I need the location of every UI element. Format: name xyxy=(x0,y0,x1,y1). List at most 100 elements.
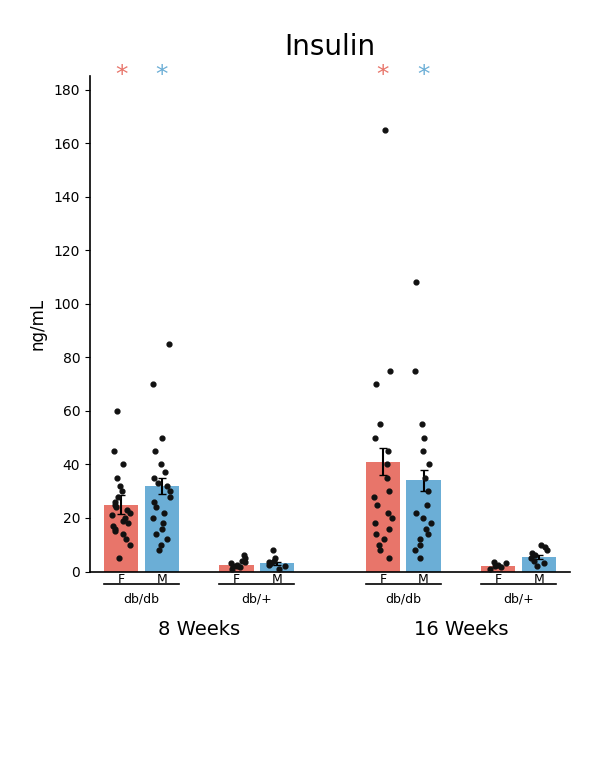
Point xyxy=(125,507,135,519)
Point xyxy=(539,557,548,569)
Text: M: M xyxy=(272,573,283,586)
Point xyxy=(112,472,122,484)
Text: *: * xyxy=(418,63,430,87)
Point xyxy=(148,512,158,524)
Text: F: F xyxy=(118,573,125,586)
Point xyxy=(153,477,163,489)
Point xyxy=(113,491,122,503)
Point xyxy=(266,557,276,569)
Point xyxy=(419,431,429,443)
Point xyxy=(265,559,274,571)
Point xyxy=(383,507,393,519)
Text: 16 Weeks: 16 Weeks xyxy=(413,620,508,639)
Point xyxy=(270,552,280,564)
Point xyxy=(530,549,539,562)
Point xyxy=(121,533,130,546)
Point xyxy=(424,458,433,470)
Bar xyxy=(366,462,400,572)
Point xyxy=(115,480,125,492)
Point xyxy=(532,560,542,572)
Bar xyxy=(220,565,254,572)
Point xyxy=(148,378,158,390)
Point xyxy=(117,485,127,498)
Point xyxy=(162,533,172,546)
Point xyxy=(164,338,174,350)
Point xyxy=(422,498,432,511)
Point xyxy=(237,555,247,567)
Text: db/db: db/db xyxy=(124,593,160,606)
Point xyxy=(165,491,175,503)
Point xyxy=(149,472,159,484)
Point xyxy=(418,512,428,524)
Point xyxy=(114,552,124,564)
Point xyxy=(374,539,383,551)
Point xyxy=(370,431,380,443)
Point xyxy=(156,458,166,470)
Point xyxy=(527,546,537,559)
Point xyxy=(376,418,385,431)
Point xyxy=(382,472,392,484)
Point xyxy=(385,552,394,564)
Text: M: M xyxy=(157,573,167,586)
Point xyxy=(385,364,395,376)
Point xyxy=(489,556,499,568)
Point xyxy=(424,485,433,498)
Point xyxy=(420,472,430,484)
Point xyxy=(123,517,133,530)
Point xyxy=(280,560,290,572)
Point xyxy=(274,562,284,575)
Point xyxy=(151,501,160,514)
Point xyxy=(412,277,421,289)
Point xyxy=(163,480,172,492)
Point xyxy=(149,496,158,508)
Point xyxy=(235,562,244,574)
Point xyxy=(108,520,118,532)
Point xyxy=(496,562,506,574)
Point xyxy=(369,491,379,503)
Bar xyxy=(104,504,139,572)
Text: F: F xyxy=(233,573,240,586)
Point xyxy=(159,507,169,519)
Point xyxy=(110,525,119,537)
Point xyxy=(268,544,278,556)
Point xyxy=(160,466,170,479)
Bar xyxy=(521,557,556,572)
Point xyxy=(110,523,119,535)
Text: *: * xyxy=(377,63,389,87)
Point xyxy=(240,552,250,564)
Text: db/+: db/+ xyxy=(241,593,272,606)
Point xyxy=(387,512,397,524)
Point xyxy=(412,507,421,519)
Y-axis label: ng/mL: ng/mL xyxy=(29,298,47,350)
Bar xyxy=(145,486,179,572)
Point xyxy=(227,562,237,575)
Point xyxy=(526,552,536,564)
Text: db/db: db/db xyxy=(385,593,421,606)
Point xyxy=(383,445,393,457)
Point xyxy=(490,560,500,572)
Bar xyxy=(481,566,515,572)
Point xyxy=(494,559,503,571)
Point xyxy=(418,418,427,431)
Point xyxy=(239,549,248,562)
Point xyxy=(371,528,381,540)
Point xyxy=(226,557,235,569)
Point xyxy=(157,431,166,443)
Bar xyxy=(406,481,440,572)
Point xyxy=(370,517,380,530)
Point xyxy=(166,485,175,498)
Point xyxy=(382,458,392,470)
Text: F: F xyxy=(379,573,386,586)
Point xyxy=(501,557,511,569)
Point xyxy=(410,364,419,376)
Point xyxy=(110,496,120,508)
Point xyxy=(112,405,122,417)
Text: *: * xyxy=(115,63,127,87)
Point xyxy=(120,512,130,524)
Point xyxy=(154,544,164,556)
Text: 8 Weeks: 8 Weeks xyxy=(158,620,240,639)
Text: M: M xyxy=(418,573,429,586)
Point xyxy=(264,556,274,568)
Point xyxy=(371,378,380,390)
Text: M: M xyxy=(533,573,544,586)
